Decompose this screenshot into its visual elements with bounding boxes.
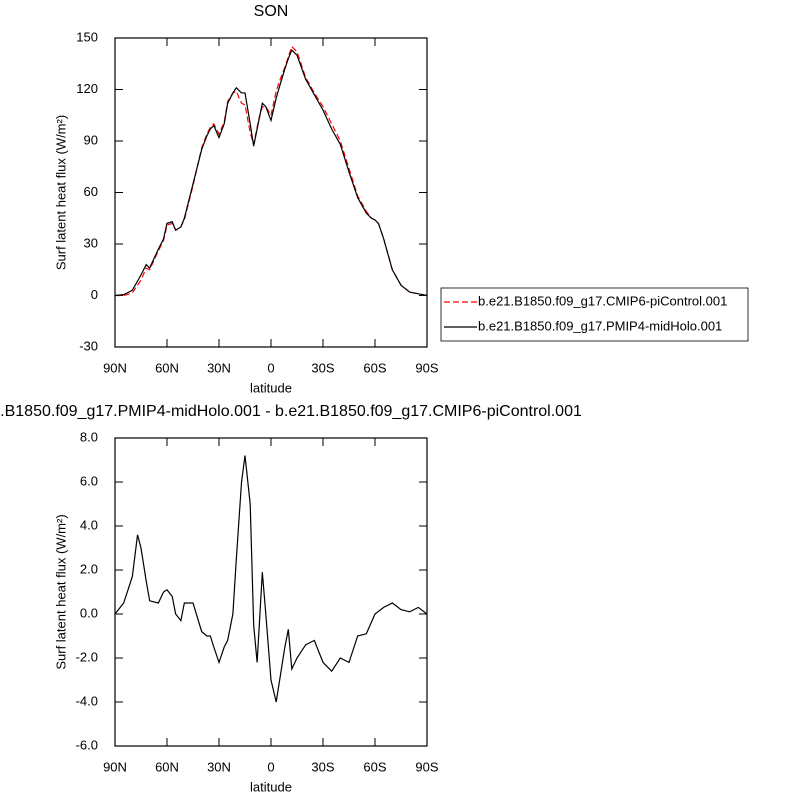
x-axis-label: latitude <box>250 779 292 794</box>
y-tick-label: -6.0 <box>76 737 98 752</box>
x-tick-label: 90S <box>415 360 438 375</box>
legend-label: b.e21.B1850.f09_g17.CMIP6-piControl.001 <box>478 293 727 308</box>
data-line <box>114 48 428 297</box>
y-tick-label: -30 <box>79 338 98 353</box>
data-line <box>114 455 428 703</box>
legend-box <box>440 287 749 342</box>
x-tick-label: 60S <box>363 759 386 774</box>
x-tick-label: 90N <box>103 360 127 375</box>
x-tick-label: 60S <box>363 360 386 375</box>
y-tick-label: 0 <box>91 287 98 302</box>
chart-title: b.e21.B1850.f09_g17.PMIP4-midHolo.001 - … <box>0 403 582 420</box>
x-tick-label: 60N <box>155 759 179 774</box>
y-tick-label: 4.0 <box>80 517 98 532</box>
y-tick-label: -4.0 <box>76 693 98 708</box>
x-tick-label: 30N <box>207 759 231 774</box>
data-line <box>115 45 428 297</box>
y-tick-label: 0.0 <box>80 605 98 620</box>
y-tick-label: -2.0 <box>76 649 98 664</box>
y-tick-label: 2.0 <box>80 561 98 576</box>
chart-title: SON <box>254 3 289 20</box>
x-tick-label: 60N <box>155 360 179 375</box>
x-tick-label: 90S <box>415 759 438 774</box>
y-tick-label: 90 <box>84 132 98 147</box>
plot-frame <box>114 37 428 348</box>
y-tick-label: 60 <box>84 184 98 199</box>
x-tick-label: 30S <box>311 360 334 375</box>
x-tick-label: 30S <box>311 759 334 774</box>
y-tick-label: 8.0 <box>80 429 98 444</box>
x-axis-label: latitude <box>250 380 292 395</box>
x-tick-label: 0 <box>267 759 274 774</box>
x-tick-label: 90N <box>103 759 127 774</box>
x-tick-label: 0 <box>267 360 274 375</box>
x-tick-label: 30N <box>207 360 231 375</box>
y-axis-label: Surf latent heat flux (W/m²) <box>53 514 68 669</box>
y-tick-label: 120 <box>76 81 98 96</box>
y-axis-label: Surf latent heat flux (W/m²) <box>53 115 68 270</box>
y-tick-label: 30 <box>84 235 98 250</box>
plot-frame <box>114 437 428 747</box>
y-tick-label: 6.0 <box>80 473 98 488</box>
legend-label: b.e21.B1850.f09_g17.PMIP4-midHolo.001 <box>478 318 722 333</box>
y-tick-label: 150 <box>76 29 98 44</box>
